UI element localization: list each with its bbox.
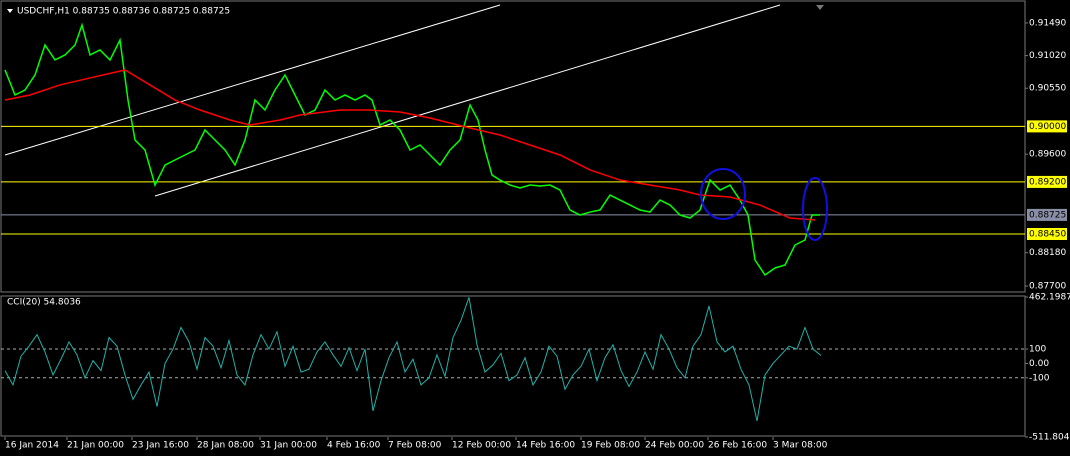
highlight-ellipse bbox=[802, 177, 828, 241]
level-label: 0.88450 bbox=[1029, 229, 1066, 239]
y-tick-label: 0.88180 bbox=[1029, 248, 1066, 258]
level-label: 0.89200 bbox=[1029, 177, 1066, 187]
menu-arrow bbox=[7, 9, 13, 13]
x-tick-label: 28 Jan 08:00 bbox=[197, 441, 254, 451]
series-line bbox=[4, 22, 820, 277]
y-tick-label: 100 bbox=[1029, 345, 1046, 355]
x-tick-label: 14 Feb 16:00 bbox=[516, 441, 575, 451]
x-tick-label: 24 Feb 00:00 bbox=[645, 441, 704, 451]
level-label-box bbox=[1027, 227, 1067, 240]
x-tick-label: 3 Mar 08:00 bbox=[773, 441, 828, 451]
y-tick-label: 0.91020 bbox=[1029, 51, 1066, 61]
level-label: 0.88725 bbox=[1029, 210, 1066, 220]
chart-title: USDCHF,H1 0.88735 0.88736 0.88725 0.8872… bbox=[17, 7, 230, 17]
x-tick-label: 16 Jan 2014 bbox=[5, 441, 59, 451]
level-label-box bbox=[1027, 208, 1067, 221]
y-tick-label: 0.89600 bbox=[1029, 150, 1066, 160]
y-tick-label: 0.87700 bbox=[1029, 282, 1066, 292]
price-frame bbox=[0, 0, 1026, 293]
x-tick-label: 19 Feb 08:00 bbox=[581, 441, 640, 451]
y-tick-label: 0.00 bbox=[1029, 359, 1049, 369]
series-line bbox=[4, 69, 816, 221]
cci-frame bbox=[0, 295, 1026, 437]
y-tick-label: 462.1987 bbox=[1029, 293, 1070, 303]
x-tick-label: 4 Feb 16:00 bbox=[327, 441, 381, 451]
x-tick-label: 7 Feb 08:00 bbox=[388, 441, 442, 451]
indicator-title: CCI(20) 54.8036 bbox=[7, 298, 81, 308]
series-line bbox=[4, 297, 822, 422]
level-label-box bbox=[1027, 120, 1067, 133]
level-label: 0.90000 bbox=[1029, 122, 1066, 132]
level-label-box bbox=[1027, 175, 1067, 188]
y-tick-label: 0.90550 bbox=[1029, 84, 1066, 94]
x-tick-label: 23 Jan 16:00 bbox=[132, 441, 189, 451]
channel-line bbox=[154, 4, 781, 197]
shift-marker bbox=[816, 5, 824, 10]
y-tick-label: -100 bbox=[1029, 373, 1050, 383]
y-tick-label: -511.8047 bbox=[1029, 433, 1070, 443]
channel-line bbox=[4, 4, 501, 156]
x-tick-label: 31 Jan 00:00 bbox=[260, 441, 317, 451]
x-tick-label: 12 Feb 00:00 bbox=[452, 441, 511, 451]
x-tick-label: 26 Feb 16:00 bbox=[708, 441, 767, 451]
highlight-ellipse bbox=[700, 168, 746, 220]
x-tick-label: 21 Jan 00:00 bbox=[67, 441, 124, 451]
y-tick-label: 0.91490 bbox=[1029, 18, 1066, 28]
